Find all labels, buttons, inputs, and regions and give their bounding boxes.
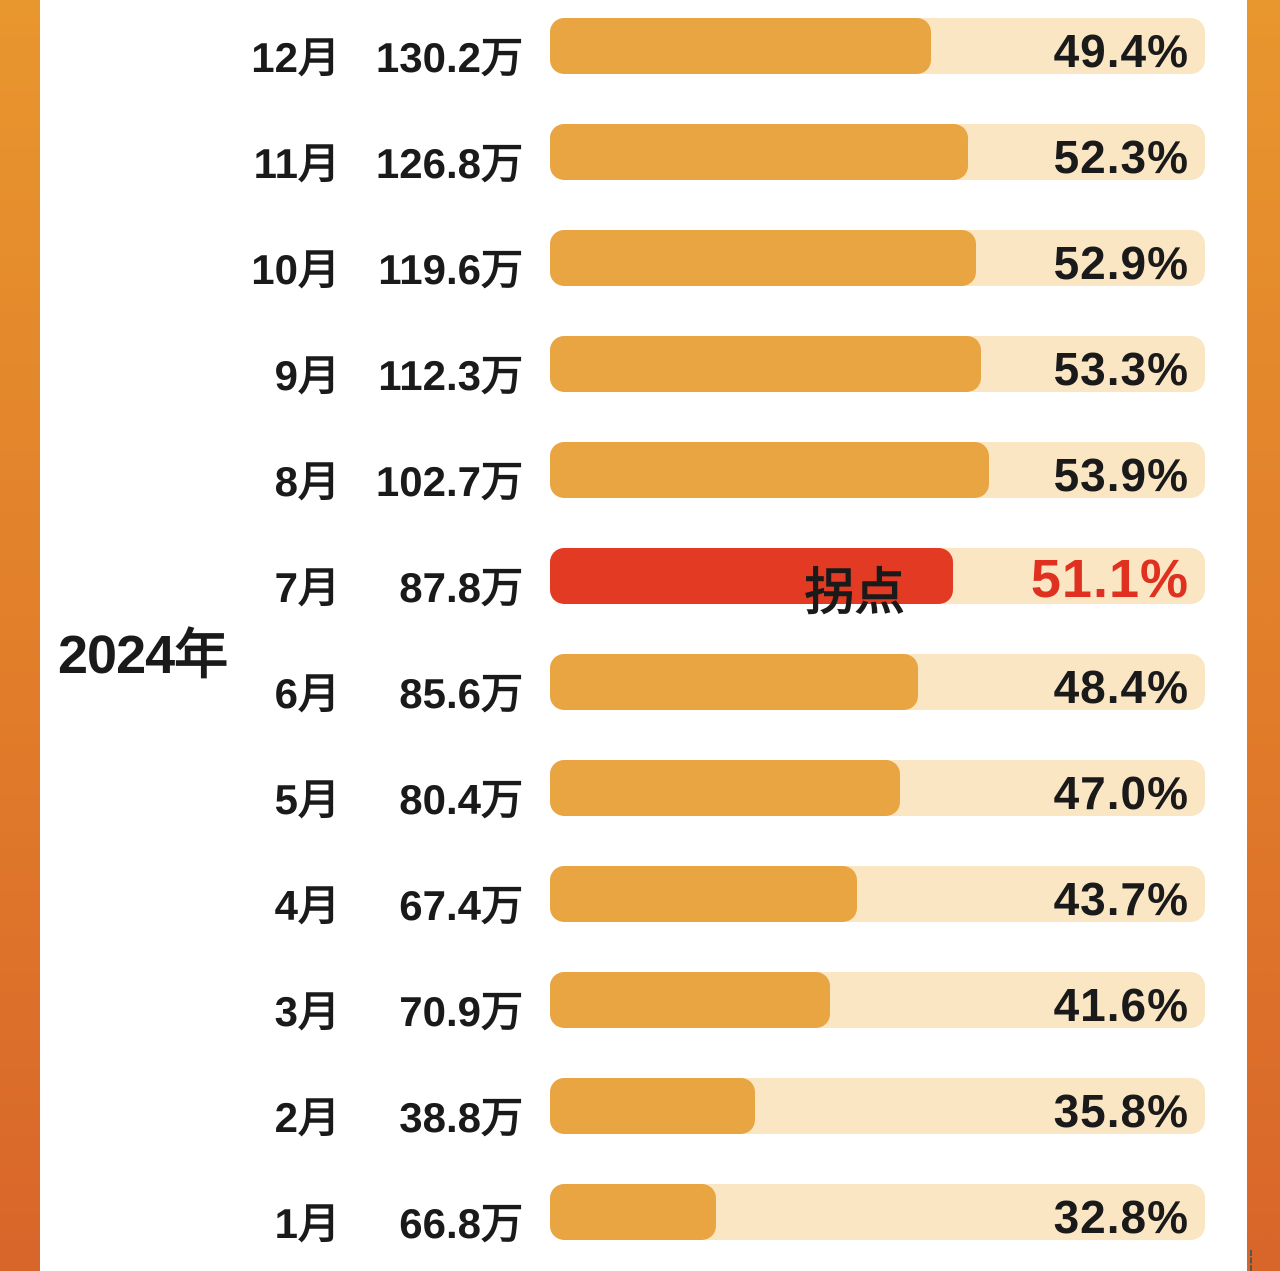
month-label: 1月 bbox=[274, 1200, 340, 1247]
bar-row: 8月 102.7万 53.9% bbox=[40, 440, 1247, 505]
percent-label: 51.1% bbox=[1030, 549, 1189, 609]
percent-label: 47.0% bbox=[1053, 767, 1189, 819]
percent-label: 53.3% bbox=[1053, 343, 1189, 395]
turning-point-label: 拐点 bbox=[804, 564, 905, 620]
bar-rows: 12月 130.2万 49.4% 11月 126.8万 52.3% 10月 119.6万 52.… bbox=[40, 0, 1247, 1271]
bar-row: 7月 87.8万 拐点 51.1% bbox=[40, 546, 1247, 620]
percent-label: 53.9% bbox=[1053, 449, 1189, 501]
bar bbox=[550, 230, 977, 286]
bar bbox=[550, 760, 900, 816]
bar-track: 49.4% bbox=[550, 18, 1205, 77]
bar-track: 41.6% bbox=[550, 972, 1205, 1031]
month-label: 7月 bbox=[274, 564, 340, 611]
bar-row: 11月 126.8万 52.3% bbox=[40, 122, 1247, 187]
sales-value-label: 80.4万 bbox=[399, 776, 523, 823]
bar bbox=[550, 1184, 716, 1240]
bar-track: 48.4% bbox=[550, 654, 1205, 713]
month-label: 9月 bbox=[274, 352, 340, 399]
bar-row: 2月 38.8万 35.8% bbox=[40, 1076, 1247, 1141]
bar bbox=[550, 866, 857, 922]
bar-track: 35.8% bbox=[550, 1078, 1205, 1137]
bar bbox=[550, 654, 918, 710]
bar-row: 1月 66.8万 32.8% bbox=[40, 1182, 1247, 1247]
sales-value-label: 126.8万 bbox=[375, 140, 523, 187]
percent-label: 32.8% bbox=[1053, 1191, 1189, 1243]
sales-value-label: 130.2万 bbox=[375, 34, 523, 81]
bar bbox=[550, 124, 969, 180]
bar-track: 32.8% bbox=[550, 1184, 1205, 1243]
month-label: 12月 bbox=[251, 34, 340, 81]
sales-value-label: 85.6万 bbox=[399, 670, 523, 717]
bar-row: 10月 119.6万 52.9% bbox=[40, 228, 1247, 293]
bar bbox=[550, 336, 982, 392]
month-label: 8月 bbox=[274, 458, 340, 505]
highlight-bar: 拐点 bbox=[550, 548, 953, 620]
month-label: 10月 bbox=[251, 246, 340, 293]
sales-value-label: 66.8万 bbox=[399, 1200, 523, 1247]
bar bbox=[550, 1078, 755, 1134]
bar-track: 53.3% bbox=[550, 336, 1205, 395]
sales-value-label: 38.8万 bbox=[399, 1094, 523, 1141]
month-label: 11月 bbox=[253, 140, 340, 187]
month-label: 5月 bbox=[274, 776, 340, 823]
bar-track: 拐点 51.1% bbox=[550, 548, 1205, 620]
percent-label: 43.7% bbox=[1053, 873, 1189, 925]
bar-row: 4月 67.4万 43.7% bbox=[40, 864, 1247, 929]
sales-value-label: 67.4万 bbox=[399, 882, 523, 929]
percent-label: 52.3% bbox=[1053, 131, 1189, 183]
percent-label: 41.6% bbox=[1053, 979, 1189, 1031]
bar bbox=[550, 972, 830, 1028]
bar-track: 47.0% bbox=[550, 760, 1205, 819]
bar-track: 53.9% bbox=[550, 442, 1205, 501]
bar-row: 6月 85.6万 48.4% bbox=[40, 652, 1247, 717]
sales-value-label: 102.7万 bbox=[375, 458, 523, 505]
sales-value-label: 70.9万 bbox=[399, 988, 523, 1035]
bar-row: 9月 112.3万 53.3% bbox=[40, 334, 1247, 399]
bar-track: 52.9% bbox=[550, 230, 1205, 289]
year-label: 2024年 bbox=[58, 625, 228, 685]
bar-track: 43.7% bbox=[550, 866, 1205, 925]
bar-row: 12月 130.2万 49.4% bbox=[40, 16, 1247, 81]
bar-track: 52.3% bbox=[550, 124, 1205, 183]
bar bbox=[550, 18, 931, 74]
chart-panel: 2024年 12月 130.2万 49.4% 11月 126.8万 52.3% 10月 119… bbox=[40, 0, 1252, 1271]
sales-value-label: 87.8万 bbox=[399, 564, 523, 611]
sales-value-label: 112.3万 bbox=[378, 352, 523, 399]
bar bbox=[550, 442, 989, 498]
month-label: 3月 bbox=[274, 988, 340, 1035]
month-label: 6月 bbox=[274, 670, 340, 717]
bar-row: 3月 70.9万 41.6% bbox=[40, 970, 1247, 1035]
percent-label: 35.8% bbox=[1053, 1085, 1189, 1137]
percent-label: 49.4% bbox=[1053, 25, 1189, 77]
month-label: 4月 bbox=[274, 882, 340, 929]
sales-value-label: 119.6万 bbox=[378, 246, 523, 293]
month-label: 2月 bbox=[274, 1094, 340, 1141]
percent-label: 52.9% bbox=[1053, 237, 1189, 289]
bar-row: 5月 80.4万 47.0% bbox=[40, 758, 1247, 823]
percent-label: 48.4% bbox=[1053, 661, 1189, 713]
